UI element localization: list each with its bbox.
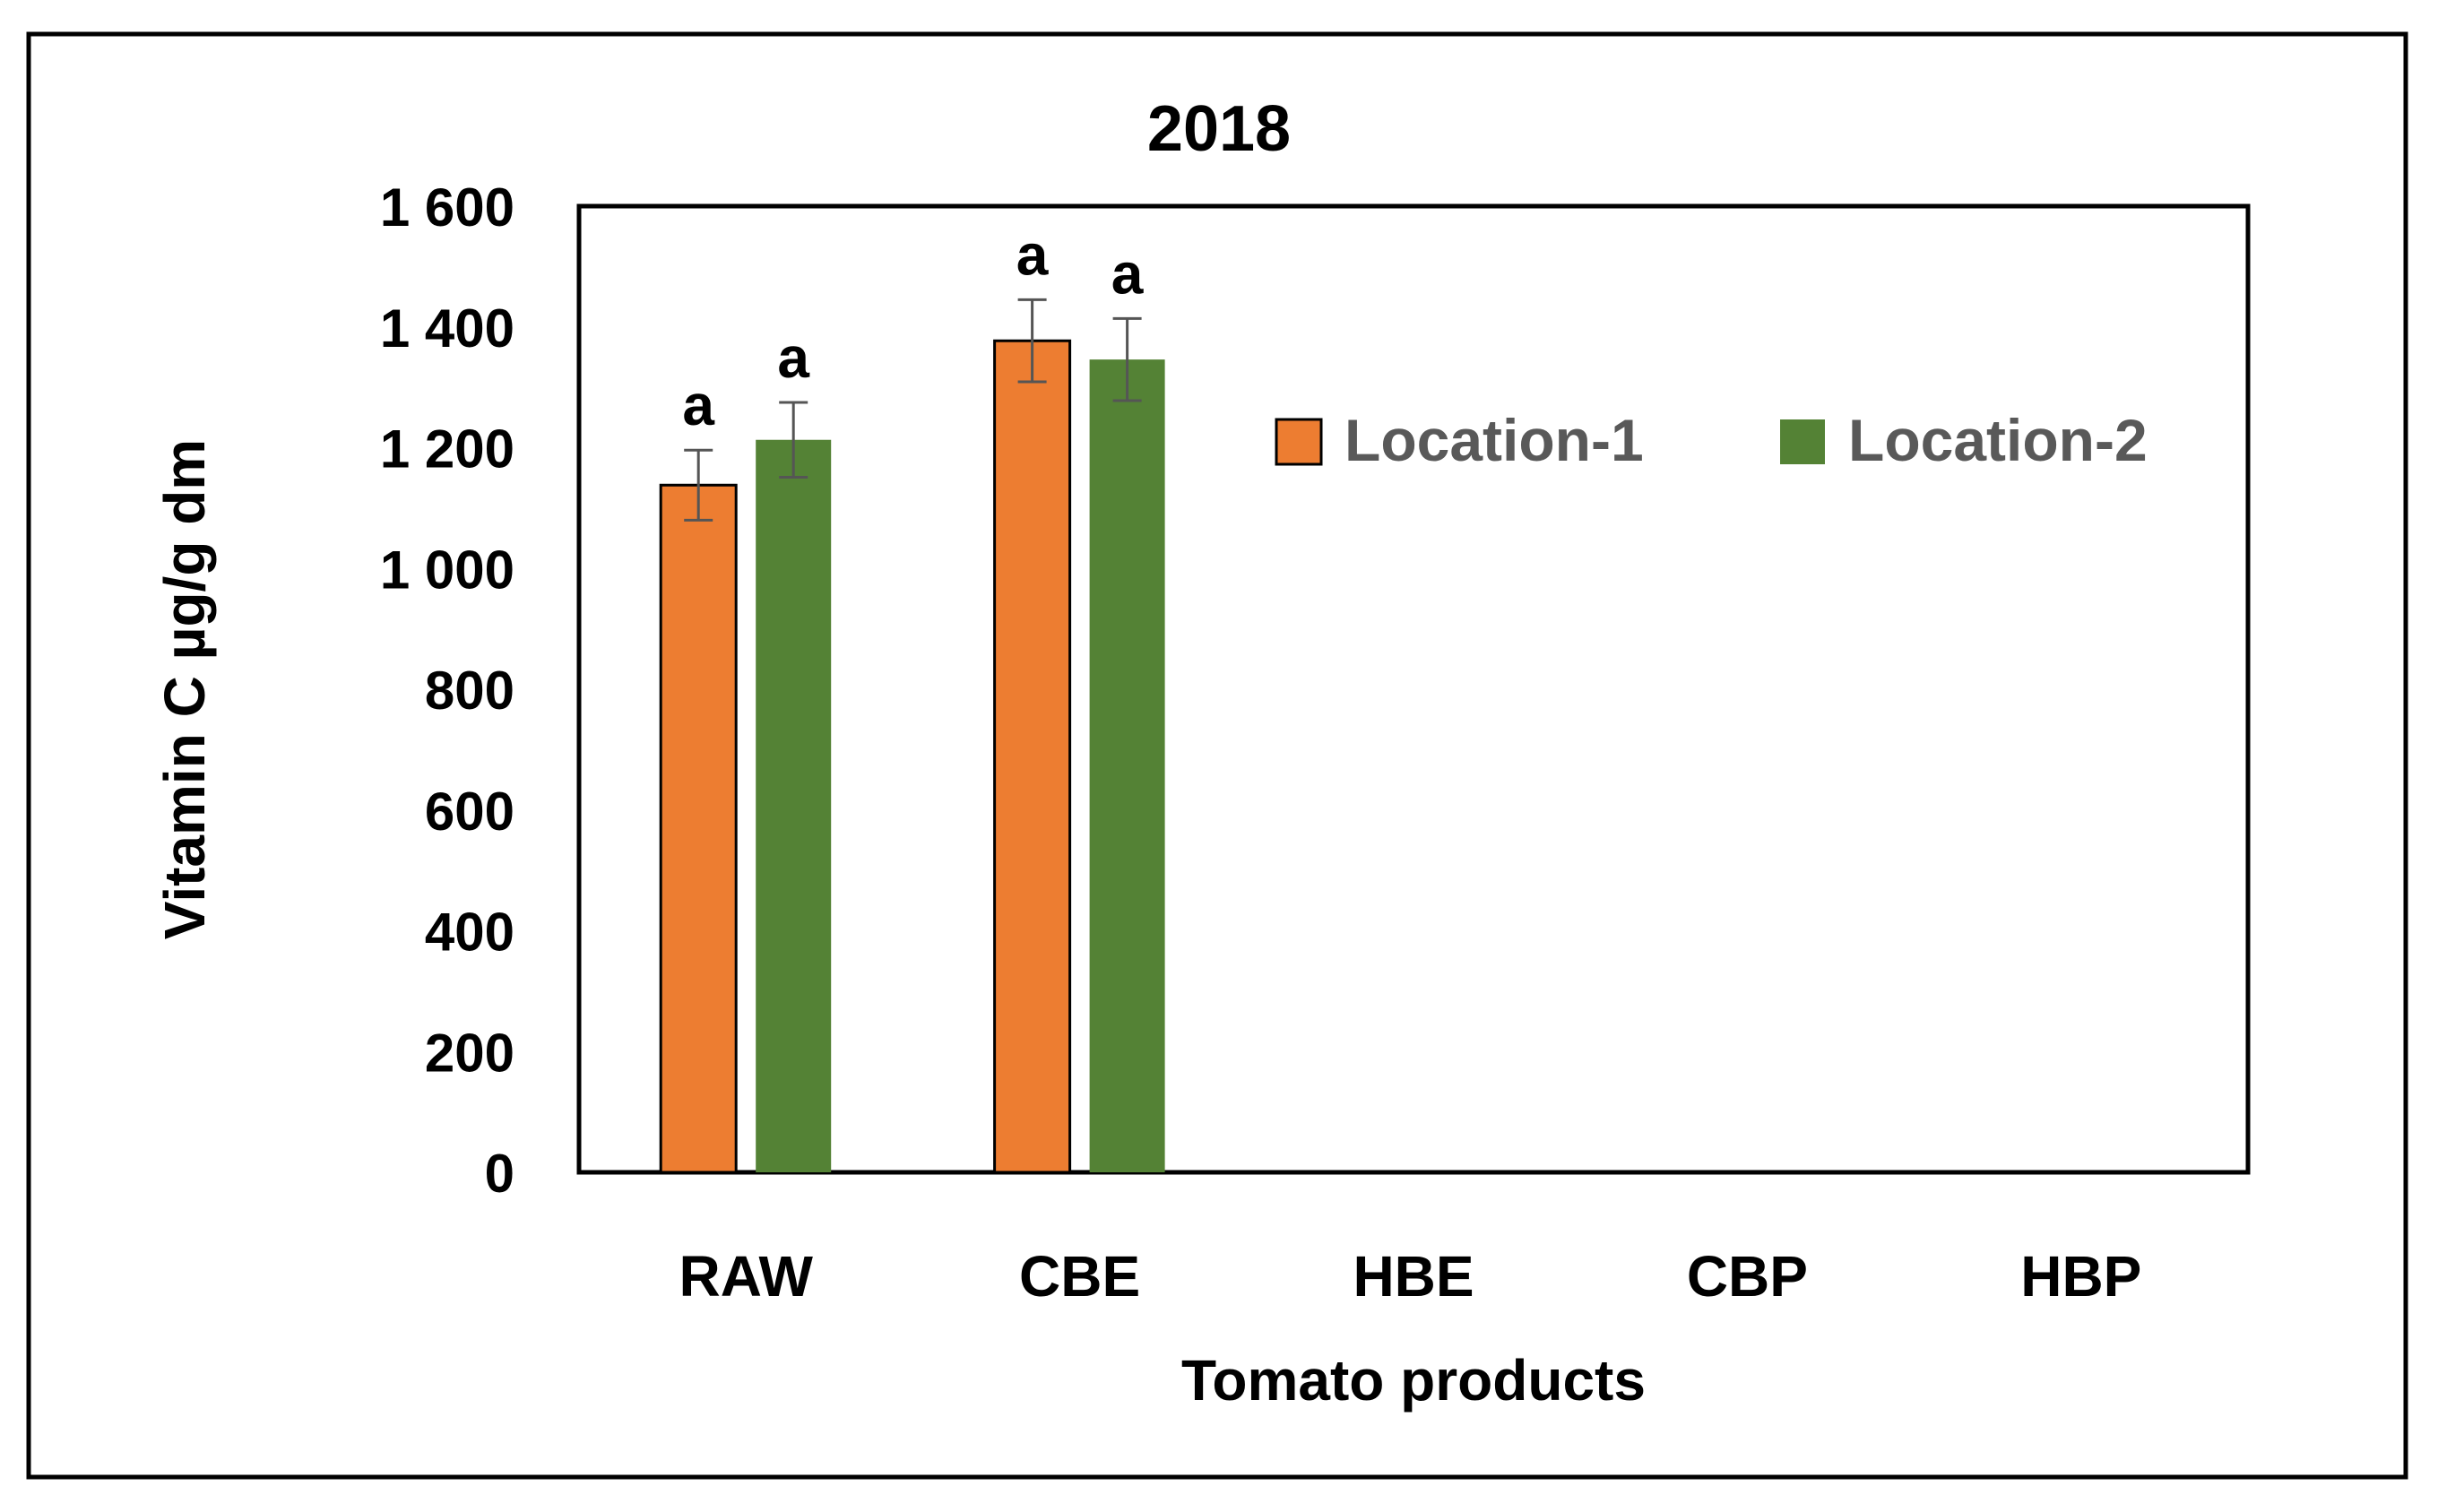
y-tick-label: 0 (485, 1144, 514, 1204)
y-tick-label: 600 (425, 782, 514, 842)
y-tick-label: 1 200 (380, 419, 514, 480)
legend-swatch-location-1 (1275, 418, 1323, 466)
legend: Location-1 Location-2 (1275, 407, 2148, 473)
legend-label: Location-1 (1344, 407, 1644, 473)
y-tick-label: 1 400 (380, 298, 514, 359)
bar-location-2 (1089, 359, 1165, 1172)
significance-label: a (1111, 241, 1144, 306)
significance-label: a (682, 373, 714, 437)
legend-label: Location-2 (1848, 407, 2148, 473)
chart-title: 2018 (1147, 93, 1291, 165)
significance-label: a (1016, 222, 1049, 287)
x-tick-label: CBE (1019, 1244, 1140, 1309)
x-axis-ticks: RAW CBE HBE CBP HBP (679, 1244, 2142, 1309)
plot-area (576, 203, 2251, 1175)
y-tick-label: 1 000 (380, 540, 514, 600)
bar-location-2 (756, 439, 832, 1173)
y-axis-ticks: 0 200 400 600 800 1 000 1 200 1 400 1 600 (380, 177, 514, 1204)
y-tick-label: 1 600 (380, 177, 514, 238)
y-tick-label: 400 (425, 903, 514, 963)
x-tick-label: RAW (679, 1244, 814, 1309)
x-tick-label: HBE (1353, 1244, 1474, 1309)
x-axis-title: Tomato products (1181, 1348, 1646, 1413)
x-tick-label: HBP (2020, 1244, 2141, 1309)
y-tick-label: 800 (425, 661, 514, 721)
figure-frame (26, 31, 2408, 1480)
legend-swatch-location-2 (1780, 419, 1825, 464)
bar-location-1 (993, 339, 1072, 1174)
x-tick-label: CBP (1687, 1244, 1808, 1309)
bar-location-1 (659, 483, 738, 1174)
y-axis-title: Vitamin C µg/g dm (152, 439, 217, 939)
significance-label: a (777, 325, 809, 390)
y-tick-label: 200 (425, 1023, 514, 1083)
